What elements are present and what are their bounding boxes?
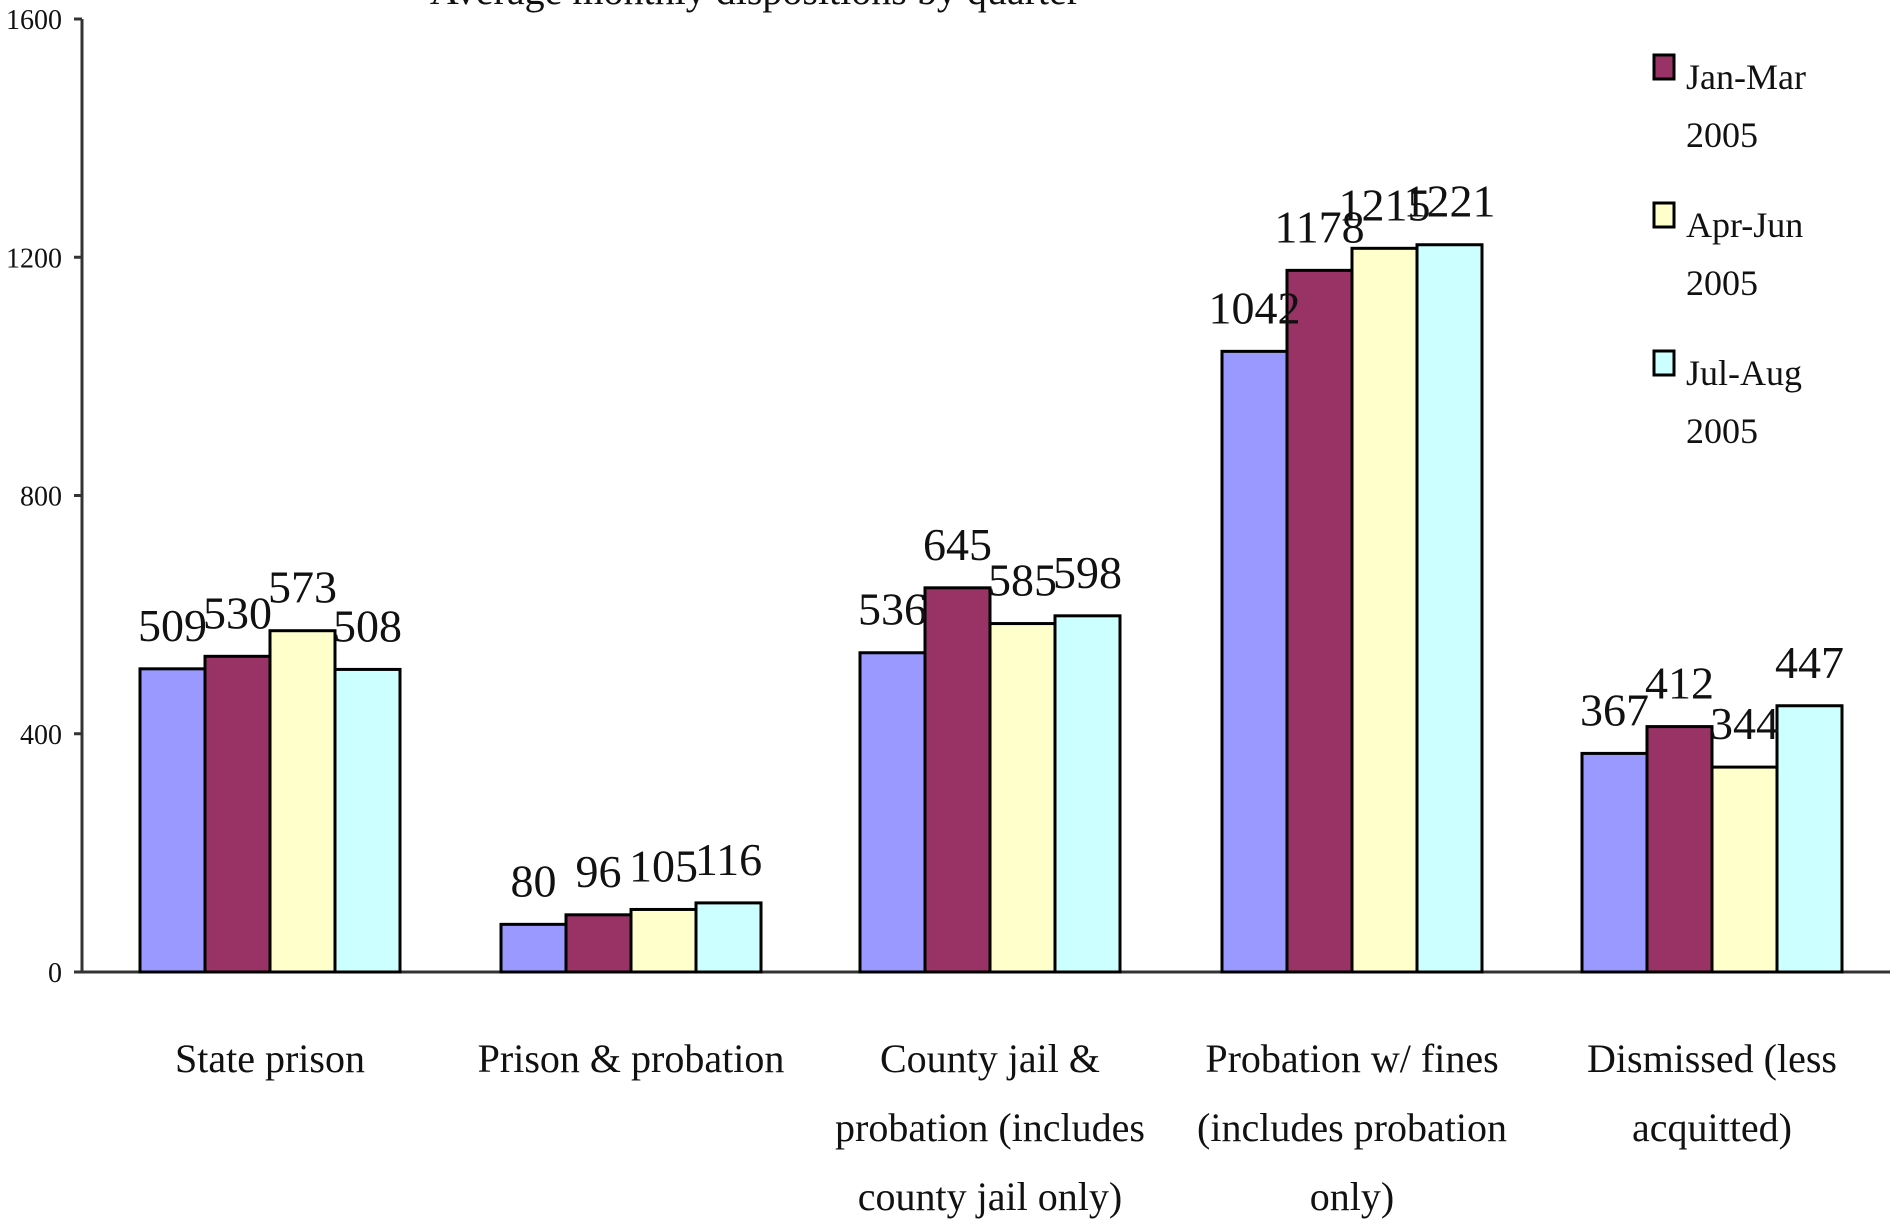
category-label: county jail only) [858, 1174, 1122, 1219]
data-label: 1042 [1209, 282, 1301, 333]
bar [1710, 765, 1779, 974]
data-label: 1221 [1404, 176, 1496, 227]
y-tick-label: 0 [48, 958, 62, 989]
legend-label: 2005 [1686, 115, 1758, 155]
category-label: acquitted) [1632, 1105, 1792, 1150]
data-label: 585 [988, 555, 1057, 606]
data-label: 536 [858, 584, 927, 635]
legend-swatch [1652, 53, 1676, 81]
bar [564, 913, 633, 974]
legend-label: Jan-Mar [1686, 57, 1806, 97]
category-label: (includes probation [1197, 1105, 1507, 1150]
category-label: Probation w/ fines [1205, 1036, 1498, 1081]
data-label: 598 [1053, 547, 1122, 598]
y-tick-label: 1200 [6, 243, 62, 274]
bar [988, 622, 1057, 974]
data-label: 530 [203, 587, 272, 638]
chart-title-layer: Average monthly dispositions by quarter [430, 0, 1080, 13]
data-label: 508 [333, 600, 402, 651]
data-label: 573 [268, 562, 337, 613]
y-tick-label: 1600 [6, 5, 62, 36]
bar [1220, 349, 1289, 974]
legend-label: 2005 [1686, 263, 1758, 303]
bar [1775, 704, 1844, 974]
legend-label: 2005 [1686, 411, 1758, 451]
data-label: 344 [1710, 698, 1779, 749]
bar [499, 922, 568, 974]
data-label: 80 [511, 855, 557, 906]
data-label: 509 [138, 600, 207, 651]
category-labels: State prison Prison & probation County jai… [175, 1036, 1837, 1219]
data-label: 96 [576, 846, 622, 897]
bar [1053, 614, 1122, 974]
data-label: 116 [695, 834, 762, 885]
y-tick-label: 800 [20, 482, 62, 513]
legend-label: Jul-Aug [1686, 353, 1802, 393]
legend: Jan-Mar 2005 Apr-Jun 2005 Jul-Aug 2005 [1652, 53, 1806, 451]
bars [138, 243, 1844, 974]
data-label: 1215 [1339, 179, 1431, 230]
y-tick-label: 400 [20, 720, 62, 751]
bar [858, 651, 927, 974]
bar [268, 629, 337, 974]
data-label: 447 [1775, 637, 1844, 688]
data-label: 105 [629, 840, 698, 891]
legend-swatch [1652, 201, 1676, 229]
category-label: Dismissed (less [1587, 1036, 1837, 1081]
data-label: 1178 [1274, 201, 1364, 252]
bar [1415, 243, 1484, 974]
bar [694, 901, 763, 974]
chart-title: Average monthly dispositions by quarter [430, 0, 1080, 13]
bar [138, 667, 207, 974]
category-label: Prison & probation [478, 1036, 785, 1081]
category-label: only) [1310, 1174, 1394, 1219]
bar [1580, 751, 1649, 974]
data-label: 645 [923, 519, 992, 570]
bar [1285, 268, 1354, 974]
bar [1350, 246, 1419, 974]
category-label: probation (includes [835, 1105, 1145, 1150]
legend-swatch [1652, 349, 1676, 377]
bar [333, 667, 402, 974]
legend-label: Apr-Jun [1686, 205, 1803, 245]
bar [1645, 725, 1714, 974]
category-label: State prison [175, 1036, 365, 1081]
bar [203, 654, 272, 974]
category-label: County jail & [880, 1036, 1100, 1081]
data-label: 412 [1645, 658, 1714, 709]
data-label: 367 [1580, 684, 1649, 735]
bar [923, 586, 992, 974]
data-labels: 509 80 536 1042 367 530 96 645 1178 412 573 105 585 1… [138, 176, 1844, 907]
bar [629, 907, 698, 974]
